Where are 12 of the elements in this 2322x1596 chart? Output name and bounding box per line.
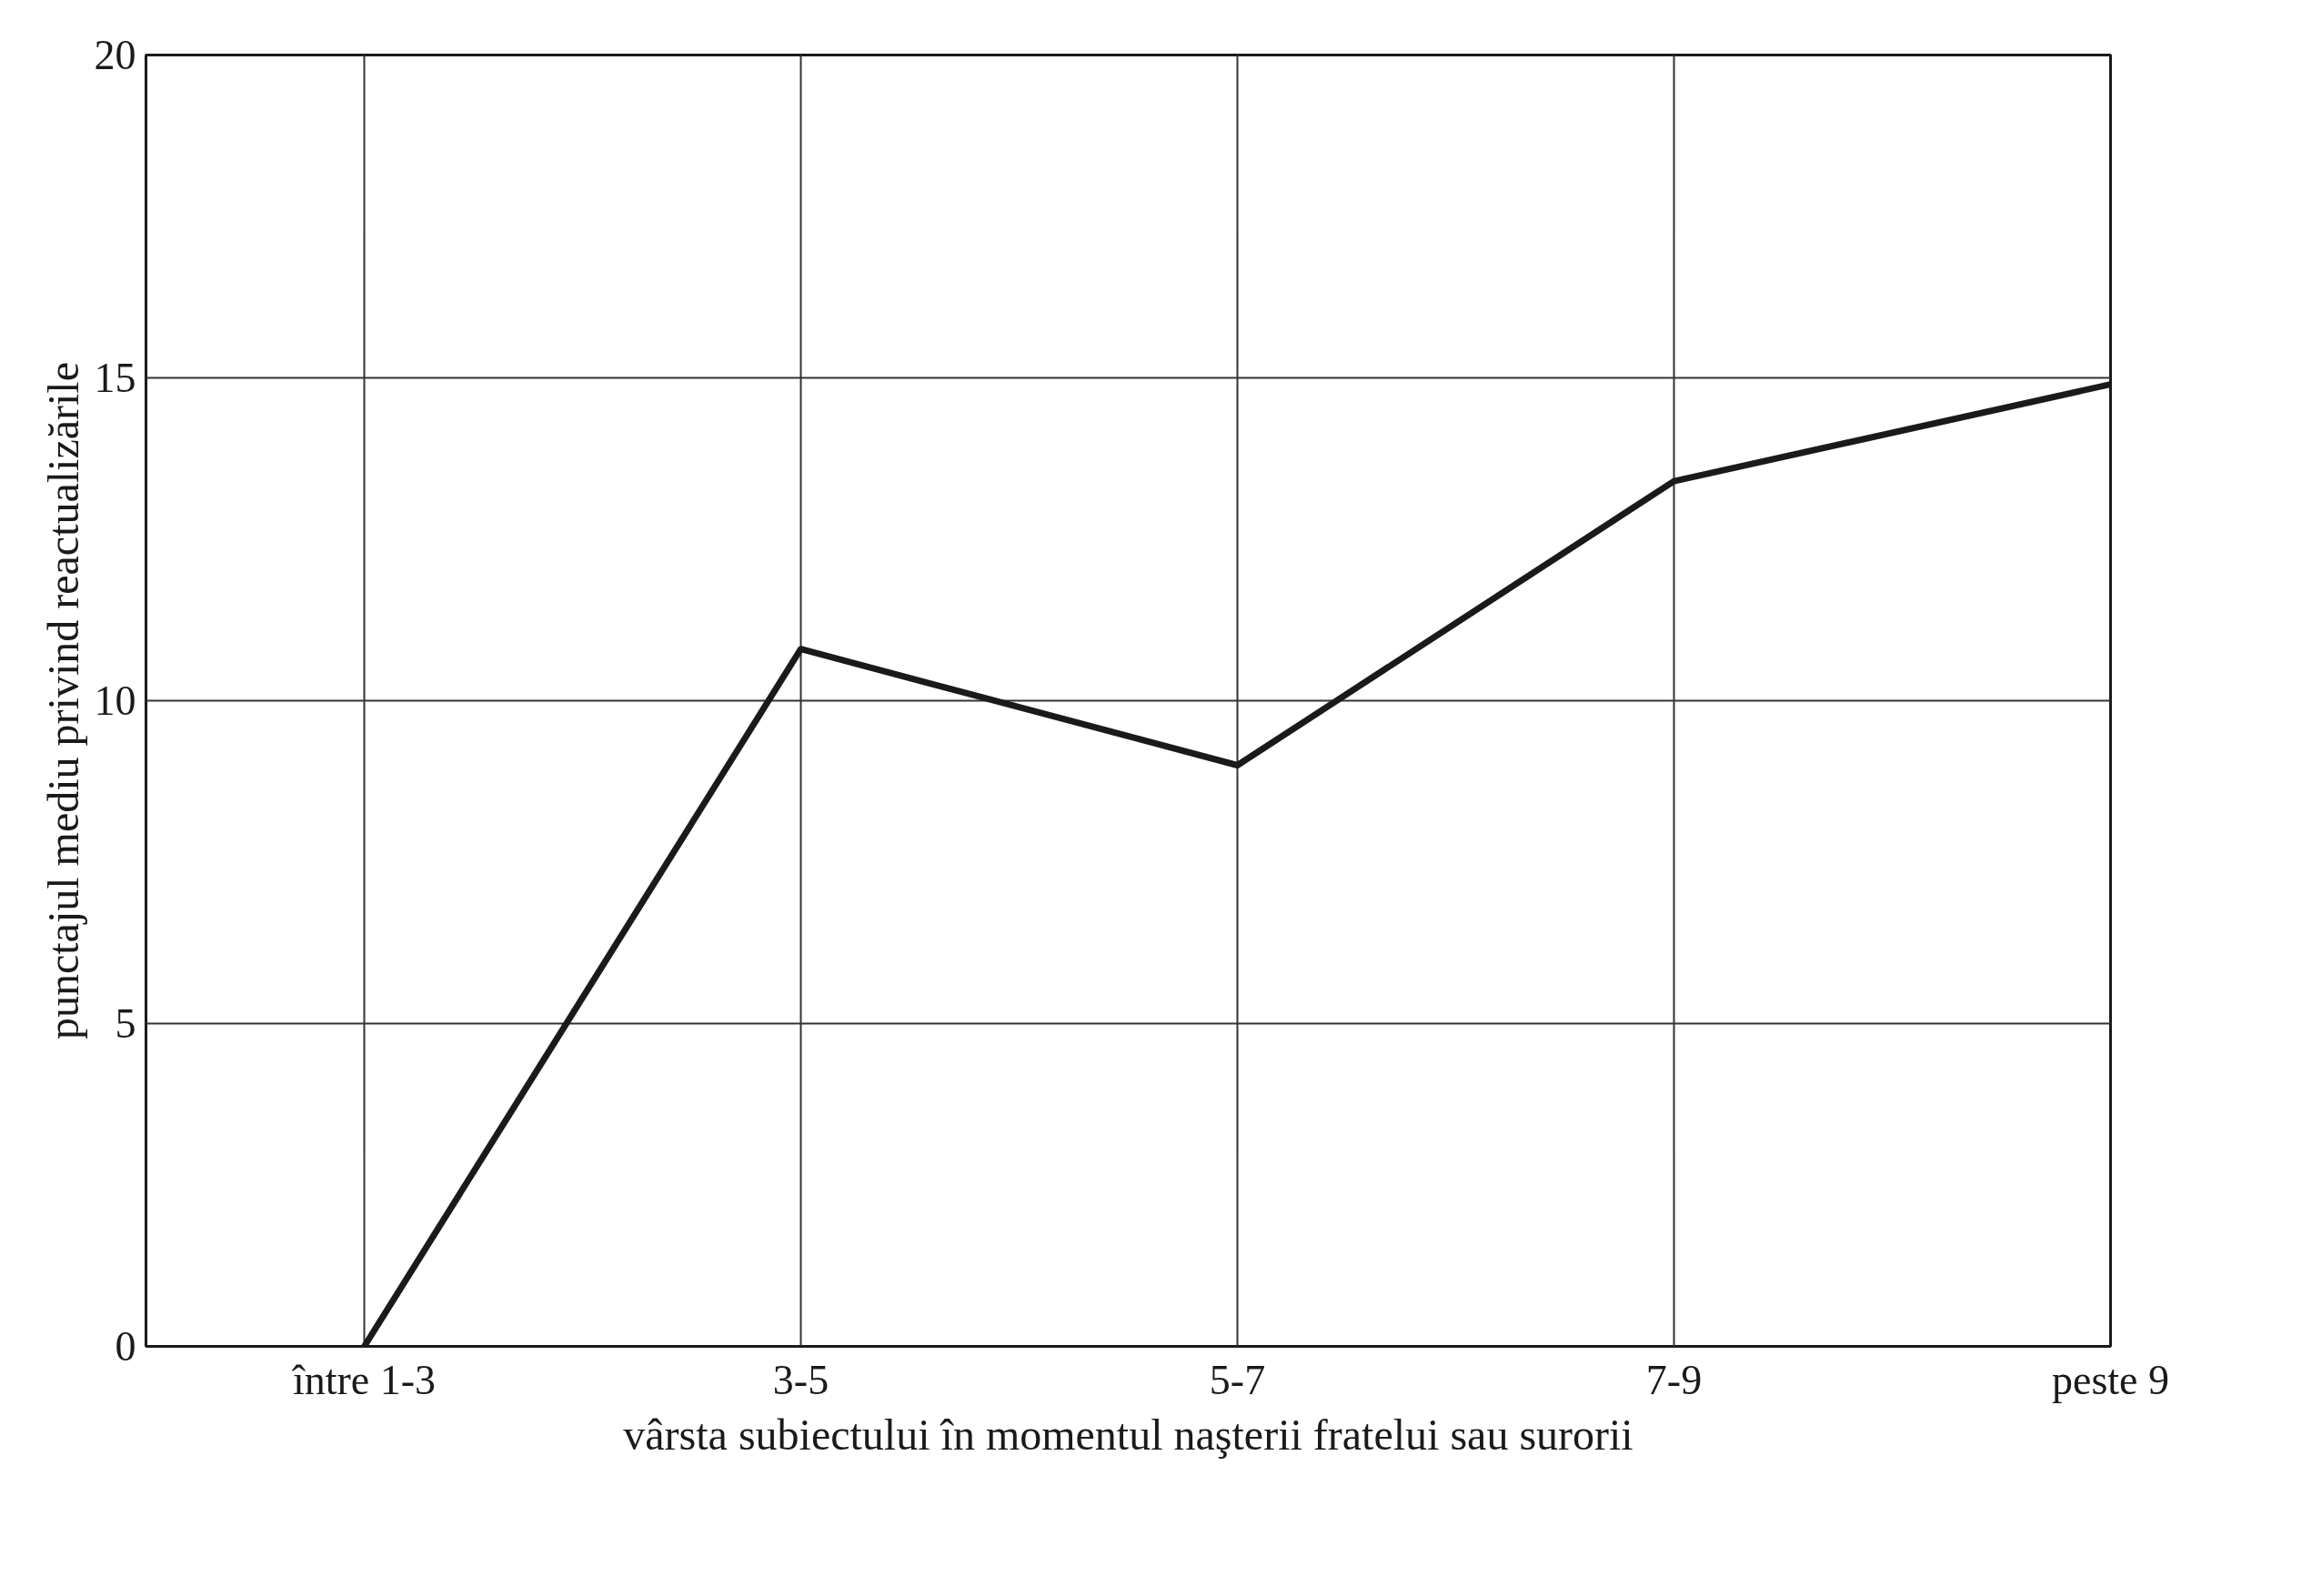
x-tick-label: 3-5	[772, 1356, 829, 1403]
y-tick-label: 0	[115, 1323, 136, 1370]
x-tick-label: între 1-3	[291, 1356, 437, 1403]
x-axis-title: vârsta subiectului în momentul naşterii fratelui sau surorii	[623, 1410, 1633, 1459]
y-tick-label: 5	[115, 1000, 136, 1047]
y-axis-title: punctajul mediu privind reactualizările	[38, 361, 87, 1040]
x-tick-label: 7-9	[1645, 1356, 1703, 1403]
x-tick-label: peste 9	[2051, 1356, 2170, 1403]
y-tick-label: 15	[94, 355, 136, 401]
x-tick-label: 5-7	[1209, 1356, 1266, 1403]
y-tick-label: 20	[94, 32, 136, 78]
y-tick-label: 10	[94, 678, 136, 724]
